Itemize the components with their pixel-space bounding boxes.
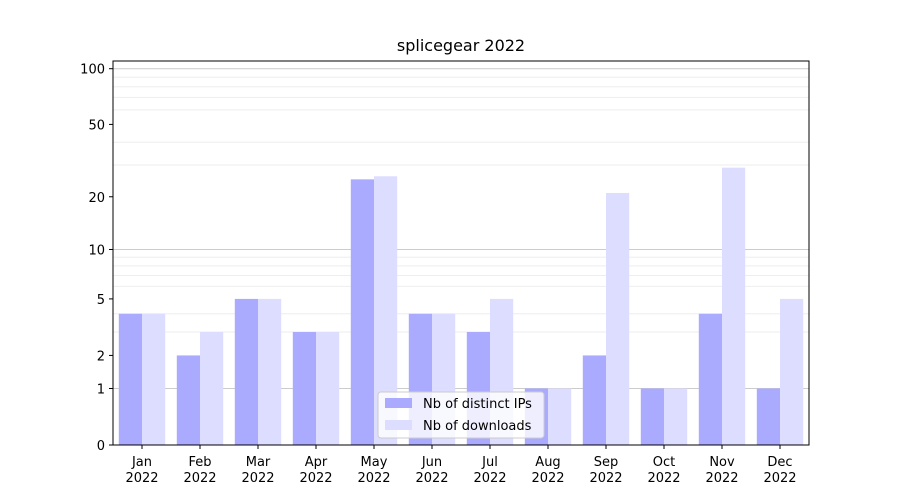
grid: [113, 68, 809, 389]
bar-distinct-ips: [118, 313, 142, 445]
legend-swatch-downloads: [385, 420, 412, 430]
x-tick-label-year: 2022: [299, 471, 332, 486]
legend-label-downloads: Nb of downloads: [423, 419, 532, 434]
x-tick-label-year: 2022: [589, 471, 622, 486]
x-tick-label-month: Jul: [481, 455, 498, 470]
x-tick-label-year: 2022: [415, 471, 448, 486]
y-tick-label: 5: [97, 293, 105, 308]
y-tick-label: 50: [88, 118, 105, 133]
x-tick-label-year: 2022: [125, 471, 158, 486]
legend-box: [377, 391, 545, 439]
x-tick-label-month: Mar: [246, 455, 271, 470]
bar-distinct-ips: [350, 179, 374, 445]
bar-downloads: [780, 298, 804, 445]
x-tick-label-year: 2022: [705, 471, 738, 486]
bar-distinct-ips: [176, 355, 200, 445]
legend: Nb of distinct IPs Nb of downloads: [377, 391, 545, 439]
x-tick-label-year: 2022: [183, 471, 216, 486]
y-tick-label: 0: [97, 439, 105, 454]
bar-distinct-ips: [234, 298, 258, 445]
x-tick-label-month: Aug: [535, 455, 560, 470]
y-tick-label: 1: [97, 382, 105, 397]
x-tick-label-year: 2022: [647, 471, 680, 486]
bar-distinct-ips: [640, 388, 664, 445]
bar-distinct-ips: [292, 331, 316, 445]
x-tick-label-month: Feb: [188, 455, 211, 470]
x-tick-label-month: Sep: [594, 455, 619, 470]
y-tick-label: 2: [97, 349, 105, 364]
x-tick-label-month: Jun: [421, 455, 442, 470]
x-tick-label-year: 2022: [241, 471, 274, 486]
y-tick-label: 10: [88, 243, 105, 258]
x-tick-label-month: Apr: [305, 455, 328, 470]
x-tick-label-year: 2022: [357, 471, 390, 486]
x-axis: Jan2022Feb2022Mar2022Apr2022May2022Jun20…: [125, 445, 797, 486]
x-tick-label-month: Jan: [131, 455, 152, 470]
plot-frame: [112, 60, 810, 446]
bar-downloads: [200, 331, 224, 445]
chart-title: splicegear 2022: [397, 36, 525, 55]
bar-downloads: [142, 313, 166, 445]
bar-distinct-ips: [582, 355, 606, 445]
legend-swatch-ips: [385, 398, 412, 408]
legend-label-ips: Nb of distinct IPs: [423, 397, 532, 412]
bar-downloads: [664, 388, 688, 445]
bar-downloads: [258, 298, 282, 445]
y-tick-label: 20: [88, 191, 105, 206]
x-tick-label-year: 2022: [473, 471, 506, 486]
y-tick-label: 100: [80, 63, 105, 78]
y-axis: 0 1 2 5 10 20 50 100: [80, 63, 113, 454]
x-tick-label-month: Nov: [709, 455, 735, 470]
x-tick-label-month: Oct: [653, 455, 675, 470]
bar-downloads: [374, 176, 398, 446]
x-tick-label-year: 2022: [531, 471, 564, 486]
bar-downloads: [722, 167, 746, 446]
x-tick-label-year: 2022: [763, 471, 796, 486]
bar-downloads: [316, 331, 340, 445]
x-tick-label-month: Dec: [767, 455, 792, 470]
bar-downloads: [606, 192, 630, 445]
x-tick-label-month: May: [361, 455, 388, 470]
bar-distinct-ips: [698, 313, 722, 445]
bar-distinct-ips: [756, 388, 780, 445]
bar-downloads: [548, 388, 572, 445]
